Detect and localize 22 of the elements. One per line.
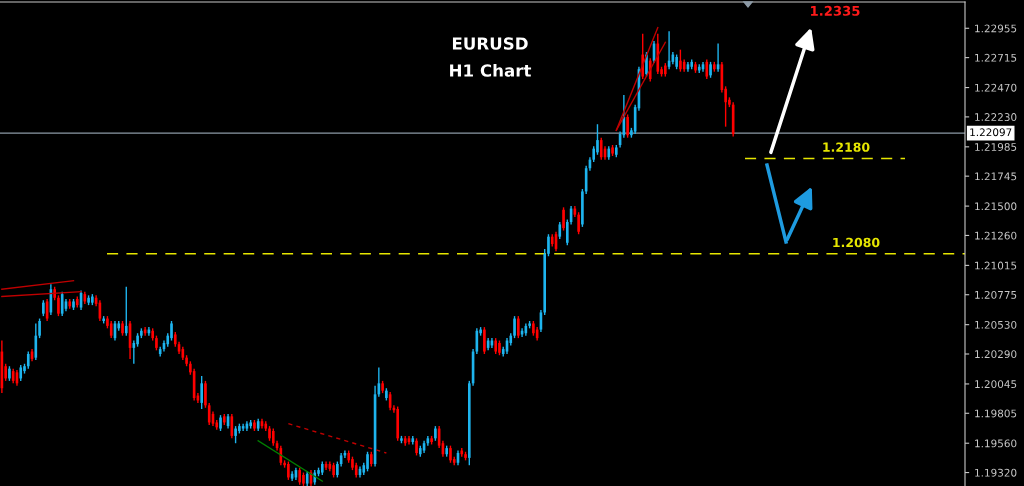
text: EURUSD [452, 37, 528, 50]
y-tick-label: 1.19560 [975, 439, 1017, 448]
y-tick-label: 1.22470 [975, 83, 1017, 92]
y-tick-label: 1.19805 [975, 409, 1017, 418]
y-tick-label: 1.21015 [975, 261, 1017, 270]
y-tick-label: 1.20045 [975, 380, 1017, 389]
y-tick-label: 1.21260 [975, 231, 1017, 240]
y-tick-label: 1.21500 [975, 202, 1017, 211]
y-tick-label: 1.21745 [975, 172, 1017, 181]
annotation: 1.2335 [811, 5, 860, 16]
text: H1 Chart [450, 63, 532, 77]
y-tick-label: 1.20290 [975, 350, 1017, 359]
annotation: 1.2180 [823, 142, 870, 152]
y-tick-label: 1.20530 [975, 320, 1017, 329]
annotation: 1.2080 [833, 237, 880, 248]
y-tick-label: 1.19320 [975, 468, 1017, 477]
y-tick-label: 1.21985 [975, 143, 1017, 151]
ref-line-label: 1.22097 [970, 128, 1012, 137]
y-tick-label: 1.22955 [975, 24, 1017, 33]
y-tick-label: 1.22230 [975, 113, 1017, 121]
y-tick-label: 1.20775 [975, 290, 1017, 299]
y-tick-label: 1.22715 [975, 53, 1017, 62]
